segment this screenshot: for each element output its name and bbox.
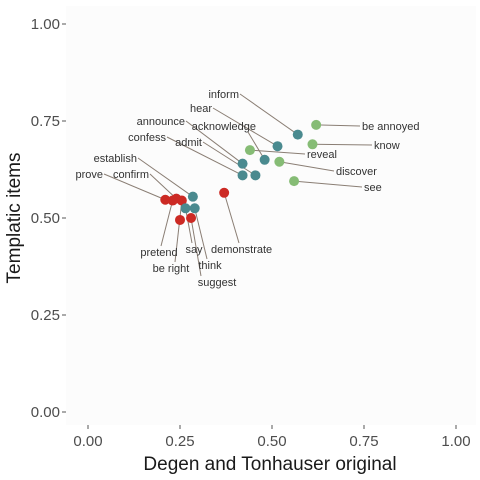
data-point	[180, 203, 191, 214]
data-point	[160, 194, 171, 205]
point-label: suggest	[198, 277, 237, 289]
axis-ticks: 0.00 0.25 0.50 0.75 1.00 0.00 0.25 0.50 0.75 1.00	[31, 16, 471, 450]
point-label: be annoyed	[362, 121, 420, 133]
leader-line	[194, 208, 208, 260]
leader-line	[103, 173, 166, 201]
point-label: be right	[153, 263, 190, 275]
y-tick-label: 0.00	[31, 404, 60, 421]
leader-line	[137, 157, 194, 198]
point-label: prove	[75, 169, 103, 181]
y-tick-label: 0.50	[31, 210, 60, 227]
point-label: say	[185, 244, 203, 256]
point-label: inform	[208, 89, 239, 101]
data-point	[187, 191, 198, 202]
x-tick-label: 0.00	[73, 433, 102, 450]
data-point	[237, 158, 248, 169]
leader-line	[160, 200, 174, 247]
point-label: confess	[128, 132, 166, 144]
point-label: admit	[175, 137, 202, 149]
data-point	[311, 119, 322, 130]
point-label: discover	[336, 166, 377, 178]
data-point	[244, 145, 255, 156]
leader-line	[312, 143, 373, 146]
point-label: think	[198, 260, 222, 272]
leader-line	[149, 173, 177, 199]
label-leader-lines	[103, 93, 373, 277]
y-tick-label: 0.25	[31, 307, 60, 324]
point-label: hear	[190, 103, 212, 115]
point-labels: inform be annoyed know hear acknowledge revea…	[75, 89, 419, 289]
data-point	[175, 214, 185, 225]
data-point	[186, 213, 197, 223]
x-tick-label: 0.50	[257, 433, 286, 450]
x-tick-label: 0.75	[349, 433, 378, 450]
plot-panel	[66, 6, 476, 425]
point-label: reveal	[307, 149, 337, 161]
leader-line	[247, 131, 266, 161]
point-label: confirm	[113, 169, 149, 181]
leader-line	[279, 161, 335, 172]
data-point	[219, 187, 230, 198]
point-label: see	[364, 182, 382, 194]
point-label: establish	[94, 153, 137, 165]
data-point	[176, 195, 187, 206]
y-axis-title: Templatic items	[4, 153, 25, 284]
leader-line	[294, 180, 363, 188]
leader-line	[223, 192, 240, 244]
data-point	[272, 141, 283, 152]
point-label: pretend	[140, 247, 177, 259]
data-point	[292, 129, 303, 140]
x-tick-label: 1.00	[441, 433, 470, 450]
leader-line	[316, 124, 361, 127]
point-label: announce	[137, 116, 185, 128]
y-tick-label: 0.75	[31, 113, 60, 130]
leader-line	[185, 208, 193, 244]
leader-line	[174, 200, 183, 263]
point-label: acknowledge	[192, 121, 256, 133]
data-point	[307, 139, 318, 150]
y-tick-label: 1.00	[31, 16, 60, 33]
leader-line	[166, 136, 243, 176]
data-point	[250, 170, 261, 181]
data-points	[160, 119, 322, 225]
data-point	[237, 170, 248, 181]
data-point	[259, 154, 270, 165]
leader-line	[212, 107, 278, 147]
data-point	[189, 203, 200, 214]
leader-line	[249, 149, 306, 155]
leader-line	[202, 141, 256, 176]
leader-line	[190, 217, 202, 277]
x-axis-title: Degen and Tonhauser original	[143, 454, 396, 475]
data-point	[167, 195, 178, 206]
leader-line	[185, 120, 243, 165]
x-tick-label: 0.25	[165, 433, 194, 450]
data-point	[289, 176, 300, 187]
point-label: know	[374, 140, 400, 152]
leader-line	[239, 93, 299, 135]
data-point	[274, 156, 285, 167]
point-label: demonstrate	[211, 244, 272, 256]
